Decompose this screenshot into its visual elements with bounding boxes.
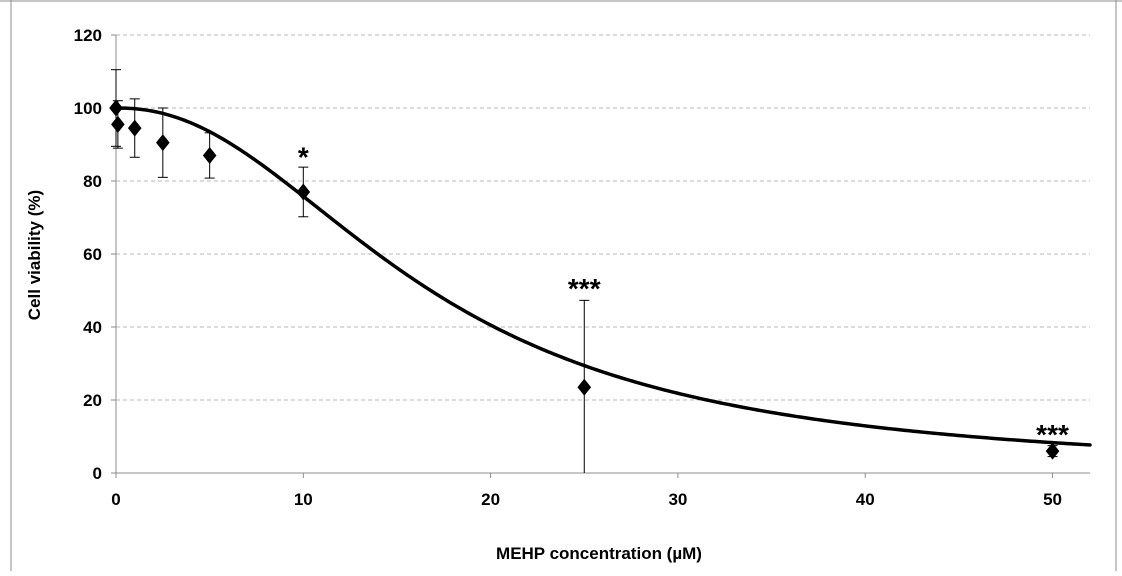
significance-mark-2: *** bbox=[1036, 419, 1069, 450]
data-point-3 bbox=[156, 134, 170, 152]
x-tick-label-30: 30 bbox=[668, 490, 687, 509]
y-axis-title: Cell viability (%) bbox=[25, 190, 44, 320]
x-tick-label-40: 40 bbox=[856, 490, 875, 509]
y-tick-label-80: 80 bbox=[83, 172, 102, 191]
gridlines bbox=[116, 34, 1090, 401]
y-tick-label-0: 0 bbox=[93, 464, 102, 483]
tick-labels: 0 20 40 60 80 100 120 0 10 20 30 40 50 bbox=[74, 26, 1062, 509]
x-tick-label-10: 10 bbox=[294, 490, 313, 509]
data-point-1 bbox=[111, 115, 125, 133]
x-tick-label-20: 20 bbox=[481, 490, 500, 509]
significance-mark-0: * bbox=[298, 141, 309, 172]
significance-mark-1: *** bbox=[568, 273, 601, 304]
y-tick-label-40: 40 bbox=[83, 318, 102, 337]
data-point-2 bbox=[127, 119, 142, 137]
data-points bbox=[109, 99, 1060, 460]
error-bars bbox=[111, 69, 1058, 473]
y-tick-label-100: 100 bbox=[74, 99, 102, 118]
x-axis-title: MEHP concentration (µM) bbox=[496, 544, 702, 563]
x-tick-label-50: 50 bbox=[1043, 490, 1062, 509]
data-point-7 bbox=[1045, 442, 1060, 460]
axes bbox=[111, 34, 1090, 478]
x-tick-label-0: 0 bbox=[111, 490, 120, 509]
significance-annotations: ******* bbox=[298, 141, 1069, 449]
y-tick-label-20: 20 bbox=[83, 391, 102, 410]
data-point-0 bbox=[109, 99, 123, 117]
data-point-4 bbox=[202, 146, 217, 164]
y-tick-label-60: 60 bbox=[83, 245, 102, 264]
y-tick-label-120: 120 bbox=[74, 26, 102, 45]
fit-curve bbox=[114, 106, 1092, 447]
fit-curve-layer bbox=[114, 106, 1092, 447]
data-point-5 bbox=[296, 183, 311, 201]
data-point-6 bbox=[577, 378, 592, 396]
